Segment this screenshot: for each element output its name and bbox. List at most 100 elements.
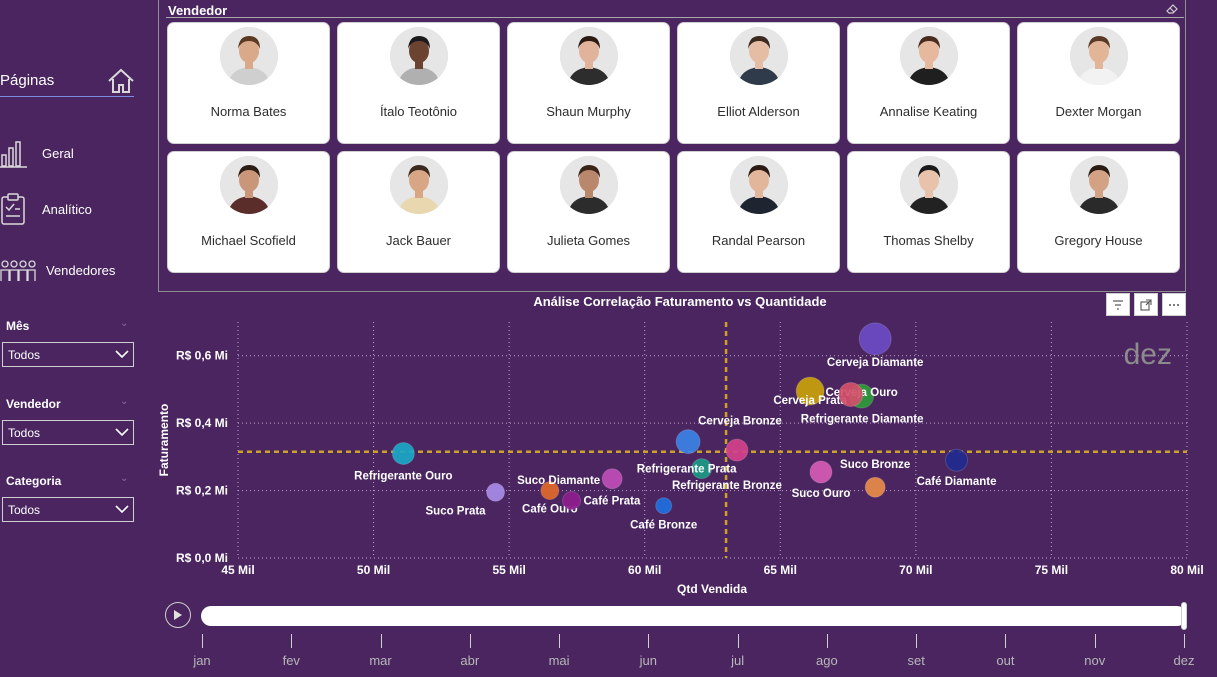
scatter-point xyxy=(601,468,623,490)
vendor-name: Dexter Morgan xyxy=(1055,104,1142,119)
month-label[interactable]: jan xyxy=(193,653,211,668)
month-label[interactable]: jun xyxy=(639,653,658,668)
scatter-point xyxy=(562,491,582,511)
chevron-down-icon[interactable]: ⌄ xyxy=(120,318,129,329)
vendor-card[interactable]: Annalise Keating xyxy=(847,22,1010,144)
vendor-name: Randal Pearson xyxy=(711,233,806,248)
dropdown-value: Todos xyxy=(8,502,41,517)
vendor-name: Michael Scofield xyxy=(201,233,296,248)
month-label[interactable]: dez xyxy=(1173,653,1195,668)
x-tick-label: 60 Mil xyxy=(628,563,661,577)
avatar xyxy=(219,156,278,214)
point-label: Suco Diamante xyxy=(517,475,600,487)
point-label: Café Ouro xyxy=(522,504,578,516)
vendor-name: Ítalo Teotônio xyxy=(379,104,458,119)
avatar xyxy=(559,156,618,214)
vendor-card[interactable]: Julieta Gomes xyxy=(507,151,670,273)
point-label: Suco Ouro xyxy=(792,488,851,500)
point-label: Refrigerante Ouro xyxy=(354,470,452,482)
focus-mode-button[interactable] xyxy=(1134,293,1158,316)
filter-button[interactable] xyxy=(1106,293,1130,316)
filter-month-dropdown[interactable]: Todos xyxy=(2,342,134,367)
chevron-down-icon[interactable]: ⌄ xyxy=(120,396,129,407)
vendor-card[interactable]: Ítalo Teotônio xyxy=(337,22,500,144)
month-tick xyxy=(826,634,828,648)
vendor-panel-title: Vendedor xyxy=(168,3,228,18)
vendor-card[interactable]: Gregory House xyxy=(1017,151,1180,273)
vendor-card[interactable]: Norma Bates xyxy=(167,22,330,144)
x-tick-label: 50 Mil xyxy=(357,563,390,577)
bar-chart-icon xyxy=(0,141,27,168)
vendor-name: Julieta Gomes xyxy=(546,233,631,248)
month-label[interactable]: out xyxy=(996,653,1015,668)
play-axis-track[interactable] xyxy=(201,606,1187,626)
nav-item-label: Vendedores xyxy=(46,262,116,278)
vendor-name: Shaun Murphy xyxy=(546,104,631,119)
month-label[interactable]: fev xyxy=(282,653,300,668)
vendor-card[interactable]: Jack Bauer xyxy=(337,151,500,273)
month-tick xyxy=(559,634,561,648)
vendor-name: Jack Bauer xyxy=(385,233,452,248)
vendor-card[interactable]: Michael Scofield xyxy=(167,151,330,273)
point-label: Café Bronze xyxy=(630,520,697,532)
nav-title: Páginas xyxy=(0,72,55,89)
month-tick xyxy=(916,634,918,648)
avatar xyxy=(729,156,788,214)
play-button[interactable] xyxy=(165,602,191,628)
vendor-card[interactable]: Dexter Morgan xyxy=(1017,22,1180,144)
point-label: Suco Prata xyxy=(426,505,487,517)
avatar xyxy=(219,27,278,85)
chevron-down-icon[interactable]: ⌄ xyxy=(120,473,129,484)
nav-item-label: Geral xyxy=(42,145,74,161)
y-tick-label: R$ 0,6 Mi xyxy=(176,349,228,363)
vendor-card[interactable]: Shaun Murphy xyxy=(507,22,670,144)
nav-item-geral[interactable]: Geral xyxy=(0,136,74,170)
month-tick xyxy=(380,634,382,648)
scatter-point xyxy=(945,448,969,472)
more-options-button[interactable] xyxy=(1162,293,1186,316)
chevron-down-icon xyxy=(115,350,129,359)
point-label: Suco Bronze xyxy=(840,459,910,471)
avatar xyxy=(389,156,448,214)
vendor-panel: Vendedor Norma Bates Ítalo Teotônio Shaun … xyxy=(158,0,1186,292)
play-axis-handle[interactable] xyxy=(1181,602,1187,630)
point-label: Café Diamante xyxy=(917,476,997,488)
scatter-point xyxy=(486,482,506,502)
scatter-point xyxy=(540,481,560,501)
month-label[interactable]: mai xyxy=(548,653,570,668)
nav-item-vendedores[interactable]: Vendedores xyxy=(0,253,115,287)
point-label: Refrigerante Diamante xyxy=(801,413,924,425)
month-tick xyxy=(1094,634,1096,648)
month-tick xyxy=(1184,634,1185,648)
month-label[interactable]: mar xyxy=(369,653,392,668)
month-tick xyxy=(1005,634,1007,648)
scatter-point xyxy=(391,441,415,465)
month-label[interactable]: ago xyxy=(816,653,838,668)
scatter-point xyxy=(691,458,713,480)
vendor-card[interactable]: Elliot Alderson xyxy=(677,22,840,144)
scatter-point xyxy=(795,376,825,406)
filter-category-dropdown[interactable]: Todos xyxy=(2,497,134,522)
month-label[interactable]: abr xyxy=(460,653,480,668)
y-axis-title: Faturamento xyxy=(157,404,171,477)
y-tick-label: R$ 0,4 Mi xyxy=(176,416,228,430)
vendor-card[interactable]: Thomas Shelby xyxy=(847,151,1010,273)
month-label[interactable]: jul xyxy=(731,653,745,668)
dropdown-value: Todos xyxy=(8,425,41,440)
nav-item-label: Analítico xyxy=(42,201,92,217)
filter-vendor-dropdown[interactable]: Todos xyxy=(2,420,134,445)
vendor-card[interactable]: Randal Pearson xyxy=(677,151,840,273)
home-icon[interactable] xyxy=(106,66,136,96)
x-tick-label: 55 Mil xyxy=(492,563,525,577)
play-icon xyxy=(174,610,182,620)
point-label: Cerveja Ouro xyxy=(826,387,898,399)
eraser-icon[interactable] xyxy=(1166,3,1179,15)
avatar xyxy=(389,27,448,85)
month-label[interactable]: set xyxy=(907,653,925,668)
scatter-point xyxy=(864,476,886,498)
x-tick-label: 80 Mil xyxy=(1170,563,1203,577)
month-label[interactable]: nov xyxy=(1084,653,1106,668)
nav-item-analitico[interactable]: Analítico xyxy=(0,192,92,226)
point-label: Refrigerante Bronze xyxy=(672,480,782,492)
scatter-point xyxy=(838,381,864,407)
